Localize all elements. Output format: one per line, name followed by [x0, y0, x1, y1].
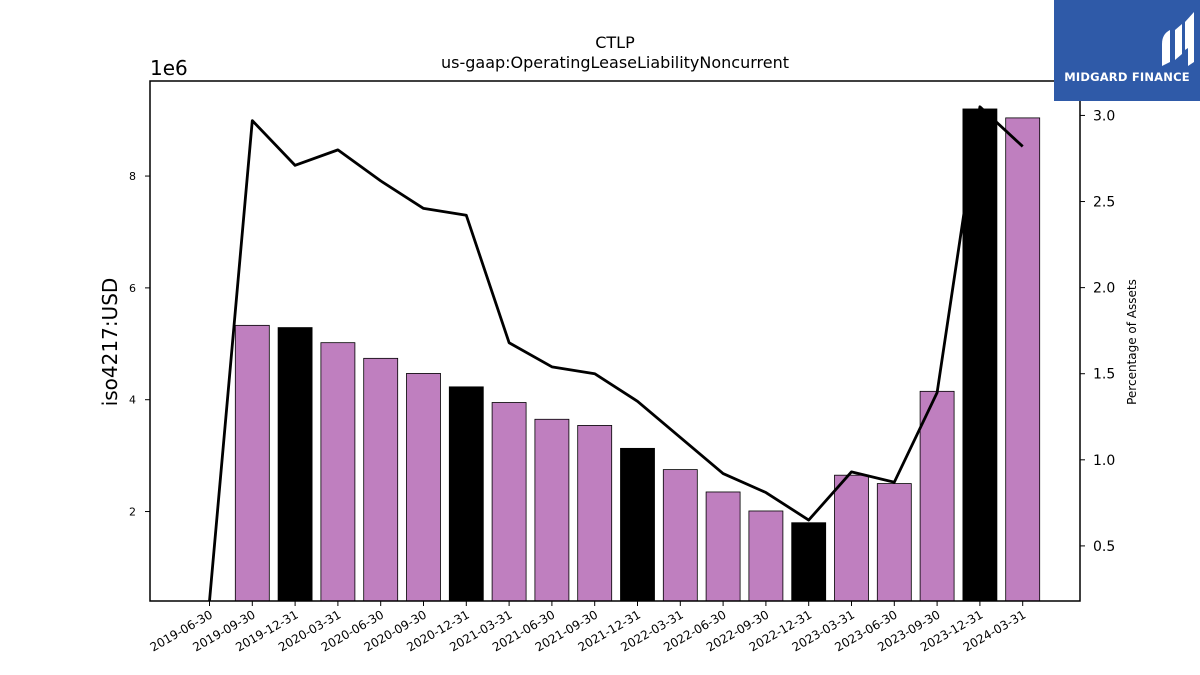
bar-2021-06-30: [534, 418, 570, 602]
bar-2020-03-31: [320, 342, 356, 602]
brand-mark-icon: [1162, 12, 1194, 66]
y2-tick-label: 2.5: [1093, 195, 1115, 211]
bar-2021-09-30: [577, 425, 613, 602]
y2-axis-label: Percentage of Assets: [1125, 279, 1139, 405]
chart-subtitle: us-gaap:OperatingLeaseLiabilityNoncurren…: [441, 53, 789, 72]
y2-tick-label: 1.0: [1093, 453, 1115, 469]
bar-2021-12-31: [620, 447, 655, 602]
y-tick-label: 2: [129, 506, 136, 519]
bar-2019-09-30: [234, 324, 270, 602]
percentage-line: [208, 105, 1024, 602]
y2-tick-label: 1.5: [1093, 367, 1115, 383]
y-tick-label: 6: [129, 282, 136, 295]
bar-2020-06-30: [363, 357, 399, 602]
y-scale-label: 1e6: [150, 56, 188, 80]
y-axis-label: iso4217:USD: [98, 278, 122, 407]
bar-2022-09-30: [748, 510, 784, 602]
line-group: [208, 105, 1024, 602]
bar-2022-03-31: [662, 469, 698, 602]
y-tick-label: 8: [129, 170, 136, 183]
bar-2020-12-31: [448, 386, 484, 602]
bar-2022-12-31: [791, 522, 827, 602]
y2-tick-label: 0.5: [1093, 539, 1115, 555]
bar-2024-03-31: [1005, 117, 1041, 602]
brand-name: MIDGARD FINANCE: [1064, 70, 1190, 84]
y2-tick-label: 3.0: [1093, 108, 1115, 124]
chart-title: CTLP: [595, 33, 635, 52]
plot-frame: [149, 80, 1081, 602]
bar-2023-06-30: [876, 483, 912, 602]
brand-logo: MIDGARD FINANCE: [1054, 0, 1200, 101]
bar-2022-06-30: [705, 491, 741, 602]
bar-2020-09-30: [406, 373, 441, 602]
y2-tick-label: 2.0: [1093, 281, 1115, 297]
bar-2023-09-30: [919, 390, 955, 602]
y-tick-label: 4: [129, 394, 136, 407]
bar-2023-03-31: [834, 474, 869, 602]
bar-2021-03-31: [491, 402, 527, 602]
bar-group: [234, 108, 1041, 602]
bar-2019-12-31: [277, 327, 313, 602]
